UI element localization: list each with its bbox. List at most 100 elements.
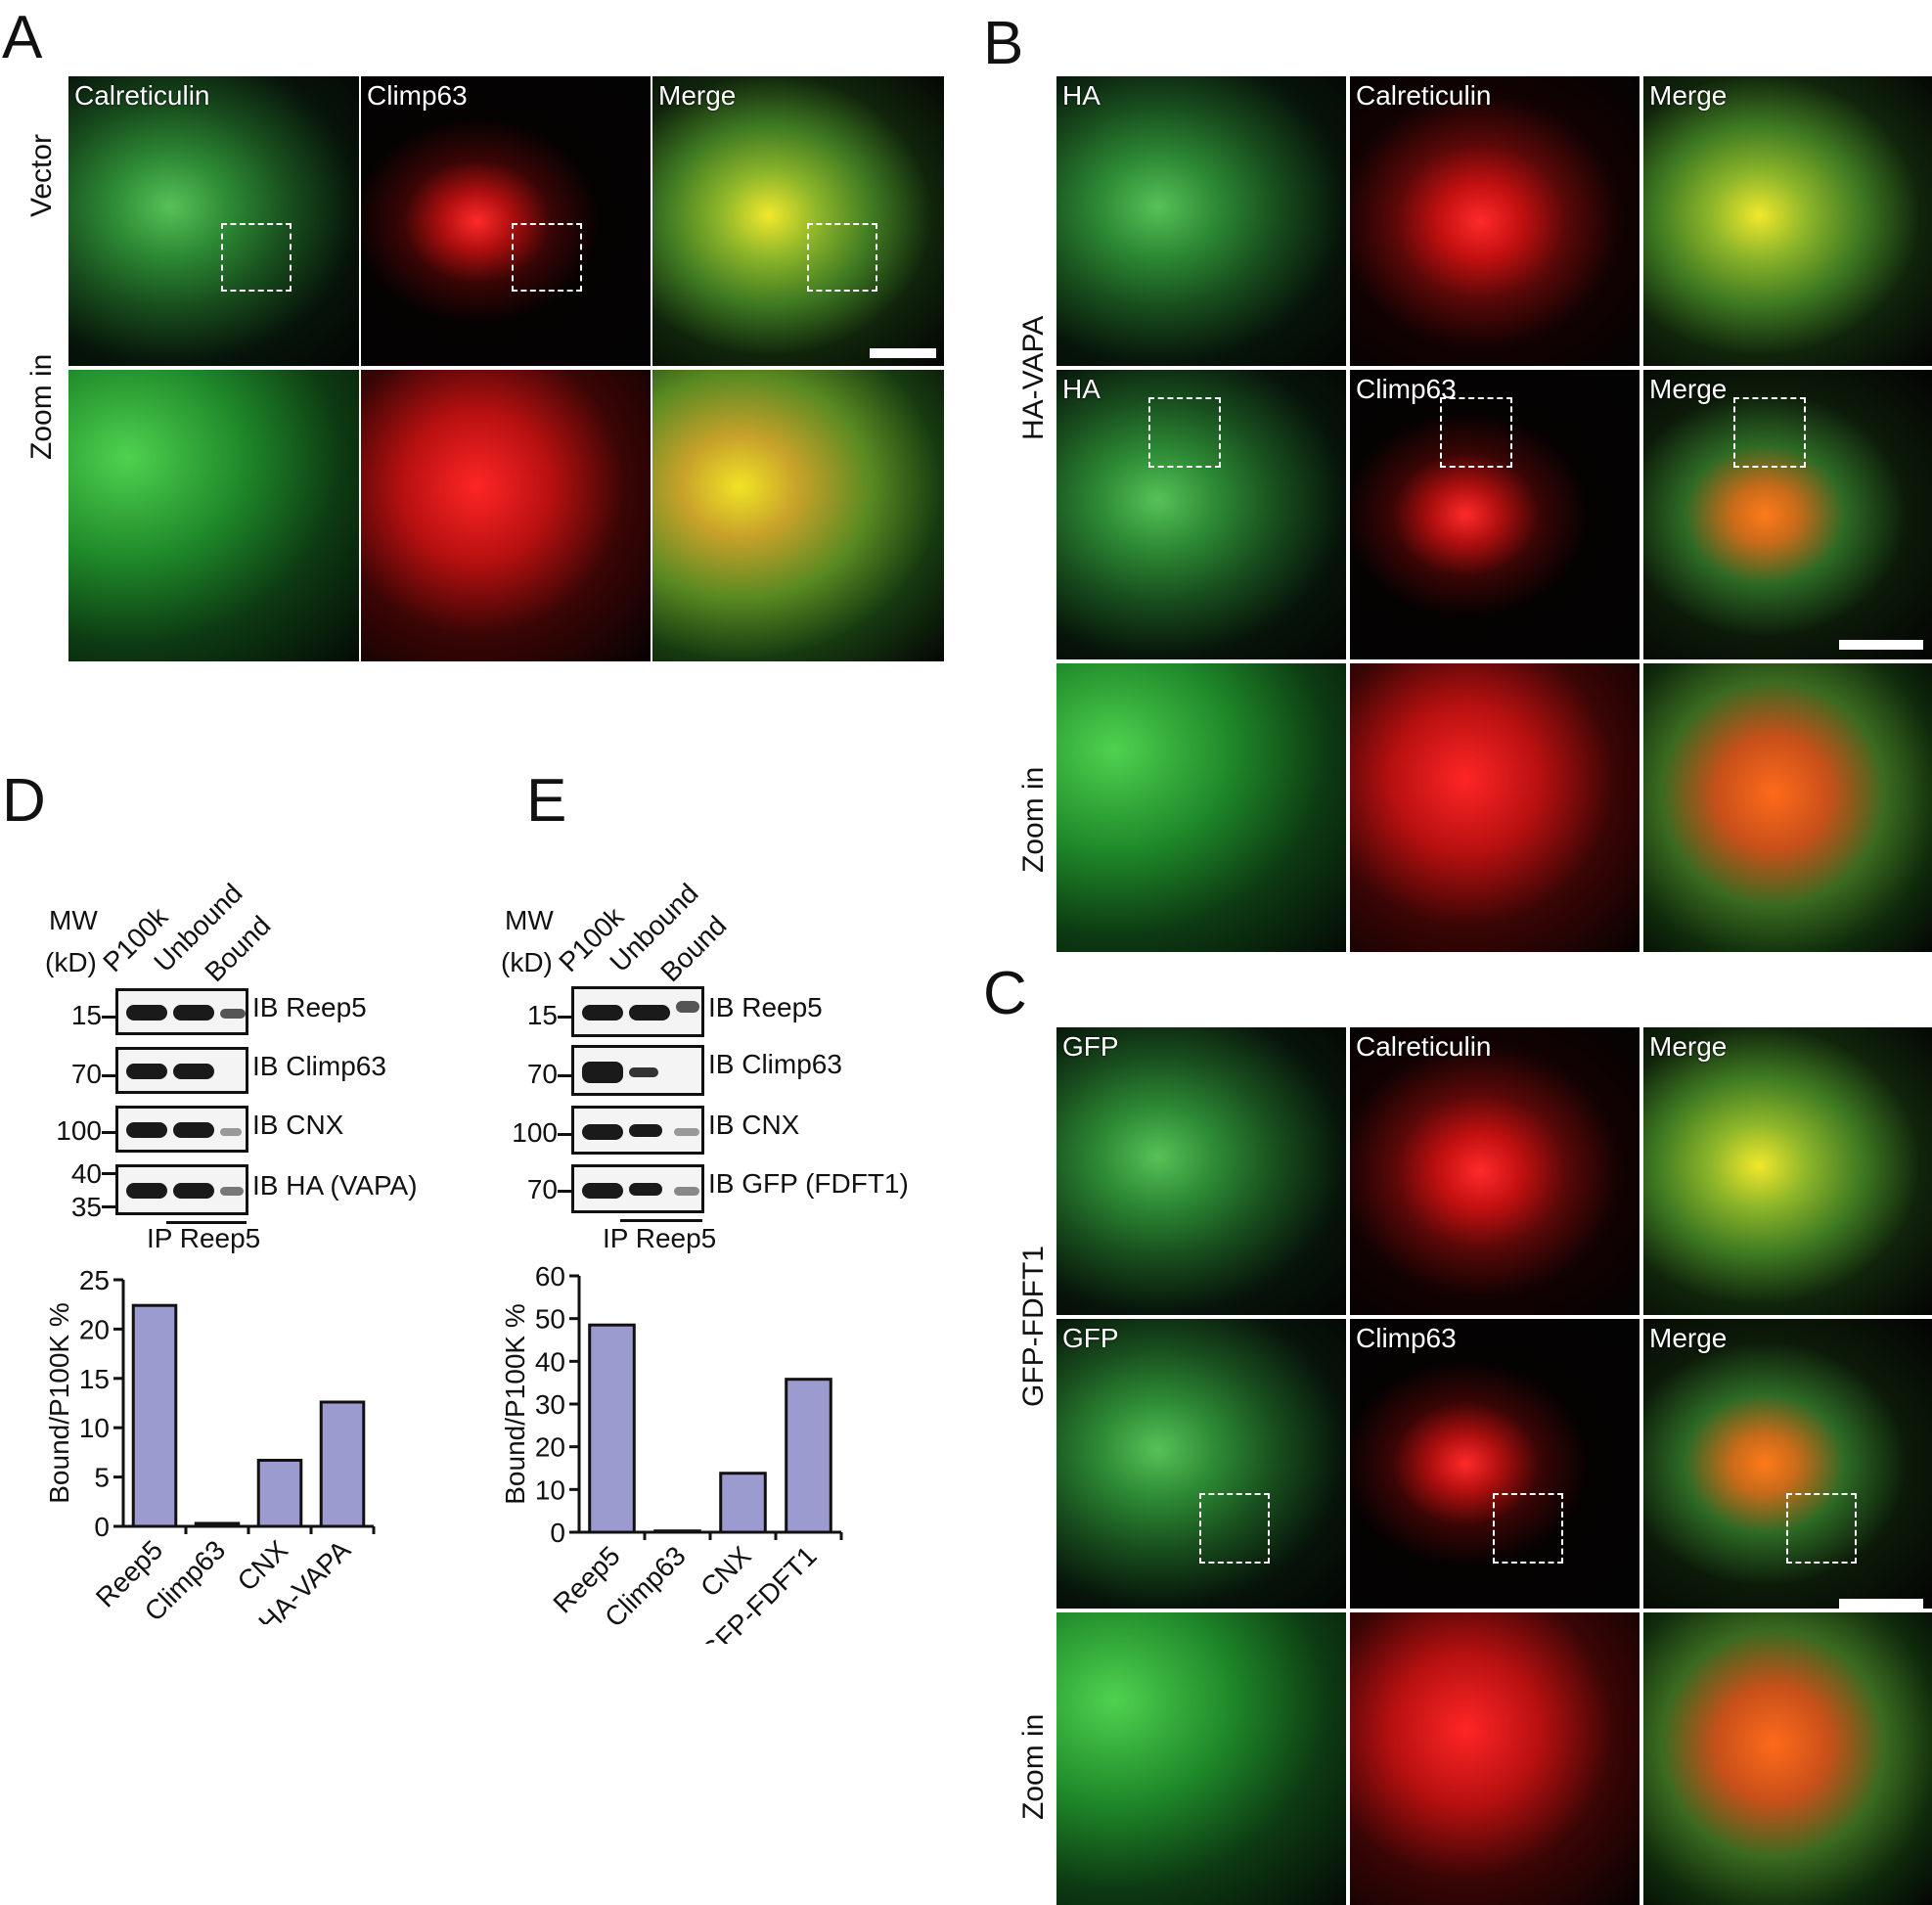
mw-marker: 70 bbox=[526, 1174, 558, 1204]
y-axis-label: Bound/P100K % bbox=[500, 1303, 530, 1505]
zoom-region-box bbox=[1493, 1493, 1563, 1564]
scale-bar bbox=[870, 348, 936, 358]
panel-letter-e: E bbox=[526, 767, 567, 835]
ip-bracket bbox=[166, 1221, 247, 1224]
a-zoom-climp63 bbox=[361, 370, 651, 661]
ib-label: IB CNX bbox=[252, 1110, 344, 1140]
bar bbox=[719, 1472, 767, 1534]
a-calreticulin-image: Calreticulin bbox=[68, 76, 359, 366]
panel-letter-c: C bbox=[983, 960, 1027, 1027]
c-gfp-image-2: GFP bbox=[1056, 1319, 1346, 1609]
ib-label: IB Reep5 bbox=[252, 992, 367, 1022]
zoom-region-box bbox=[1199, 1493, 1270, 1564]
channel-label: Merge bbox=[1649, 374, 1728, 404]
mw-tick bbox=[102, 1205, 115, 1208]
mw-tick bbox=[102, 1016, 115, 1019]
y-tick-label: 20 bbox=[535, 1432, 565, 1463]
zoom-region-box bbox=[1148, 397, 1221, 468]
zoom-region-box bbox=[807, 223, 877, 292]
y-tick-label: 50 bbox=[535, 1304, 565, 1335]
c-gfp-image: GFP bbox=[1056, 1027, 1346, 1315]
channel-label: Calreticulin bbox=[1356, 80, 1492, 111]
channel-label: HA bbox=[1062, 374, 1101, 404]
row-label-zoom-in: Zoom in bbox=[25, 353, 58, 460]
y-tick-label: 25 bbox=[79, 1265, 110, 1295]
channel-label: Climp63 bbox=[1356, 374, 1457, 404]
b-zoom-merge bbox=[1643, 663, 1932, 952]
channel-label: Merge bbox=[1649, 1031, 1728, 1062]
bar bbox=[588, 1323, 636, 1534]
b-climp63-image: Climp63 bbox=[1350, 370, 1640, 659]
y-tick-label: 10 bbox=[79, 1413, 110, 1443]
ib-label: IB Climp63 bbox=[708, 1049, 842, 1079]
c-zoom-merge bbox=[1643, 1612, 1932, 1905]
mw-header: MW bbox=[49, 905, 98, 935]
row-label-zoom-in: Zoom in bbox=[1017, 1713, 1050, 1820]
c-calreticulin-image: Calreticulin bbox=[1350, 1027, 1640, 1315]
zoom-region-box bbox=[221, 223, 292, 292]
channel-label: GFP bbox=[1062, 1323, 1119, 1353]
ib-label: IB CNX bbox=[708, 1110, 800, 1140]
b-merge-image-2: Merge bbox=[1643, 370, 1932, 659]
row-label-vector: Vector bbox=[25, 133, 58, 217]
blot-climp63 bbox=[115, 1047, 248, 1094]
ip-label: IP Reep5 bbox=[147, 1223, 261, 1253]
mw-marker: 40 bbox=[70, 1158, 102, 1189]
b-zoom-climp63 bbox=[1350, 663, 1640, 952]
ib-label: IB Climp63 bbox=[252, 1051, 386, 1081]
ib-label: IB GFP (FDFT1) bbox=[708, 1168, 909, 1199]
panel-letter-b: B bbox=[983, 10, 1024, 77]
y-tick-label: 0 bbox=[550, 1518, 565, 1548]
blot-ha-vapa bbox=[115, 1164, 248, 1215]
ip-label: IP Reep5 bbox=[603, 1223, 717, 1253]
y-tick-label: 10 bbox=[535, 1474, 565, 1505]
zoom-region-box bbox=[512, 223, 582, 292]
y-axis-label: Bound/P100K % bbox=[44, 1302, 74, 1504]
c-zoom-gfp bbox=[1056, 1612, 1346, 1905]
ip-bracket bbox=[620, 1219, 702, 1222]
mw-marker: 70 bbox=[526, 1059, 558, 1089]
blot-reep5 bbox=[571, 986, 704, 1037]
blot-gfp-fdft1 bbox=[571, 1164, 704, 1213]
channel-label: Calreticulin bbox=[74, 80, 210, 111]
group-label-gfp-fdft1: GFP-FDFT1 bbox=[1017, 1246, 1050, 1407]
channel-label: Merge bbox=[1649, 1323, 1728, 1353]
y-tick-label: 40 bbox=[535, 1346, 565, 1377]
b-merge-image: Merge bbox=[1643, 76, 1932, 366]
c-climp63-image: Climp63 bbox=[1350, 1319, 1640, 1609]
group-label-ha-vapa: HA-VAPA bbox=[1017, 315, 1050, 440]
channel-label: Merge bbox=[1649, 80, 1728, 111]
channel-label: Merge bbox=[658, 80, 737, 111]
channel-label: HA bbox=[1062, 80, 1101, 111]
bar bbox=[785, 1378, 832, 1534]
bar bbox=[319, 1400, 366, 1528]
blot-climp63 bbox=[571, 1045, 704, 1096]
y-tick-label: 5 bbox=[94, 1463, 110, 1493]
mw-tick bbox=[558, 1016, 571, 1019]
c-zoom-climp63 bbox=[1350, 1612, 1640, 1905]
channel-label: Climp63 bbox=[1356, 1323, 1457, 1353]
bar bbox=[653, 1529, 701, 1534]
mw-header: MW bbox=[505, 905, 554, 935]
channel-label: Climp63 bbox=[367, 80, 468, 111]
mw-marker: 70 bbox=[70, 1059, 102, 1089]
a-zoom-merge bbox=[652, 370, 944, 661]
mw-unit: (kD) bbox=[501, 947, 553, 977]
panel-letter-d: D bbox=[2, 767, 46, 835]
bar bbox=[131, 1303, 178, 1528]
a-zoom-calreticulin bbox=[68, 370, 359, 661]
scale-bar bbox=[1839, 1599, 1923, 1609]
bar bbox=[256, 1458, 303, 1528]
mw-tick bbox=[102, 1074, 115, 1077]
mw-marker: 100 bbox=[512, 1117, 558, 1148]
ib-label: IB Reep5 bbox=[708, 992, 823, 1022]
y-tick-label: 15 bbox=[79, 1364, 110, 1394]
panel-letter-a: A bbox=[2, 4, 43, 71]
mw-tick bbox=[558, 1074, 571, 1077]
c-merge-image: Merge bbox=[1643, 1027, 1932, 1315]
channel-label: GFP bbox=[1062, 1031, 1119, 1062]
y-tick-label: 30 bbox=[535, 1389, 565, 1420]
mw-marker: 35 bbox=[70, 1192, 102, 1222]
